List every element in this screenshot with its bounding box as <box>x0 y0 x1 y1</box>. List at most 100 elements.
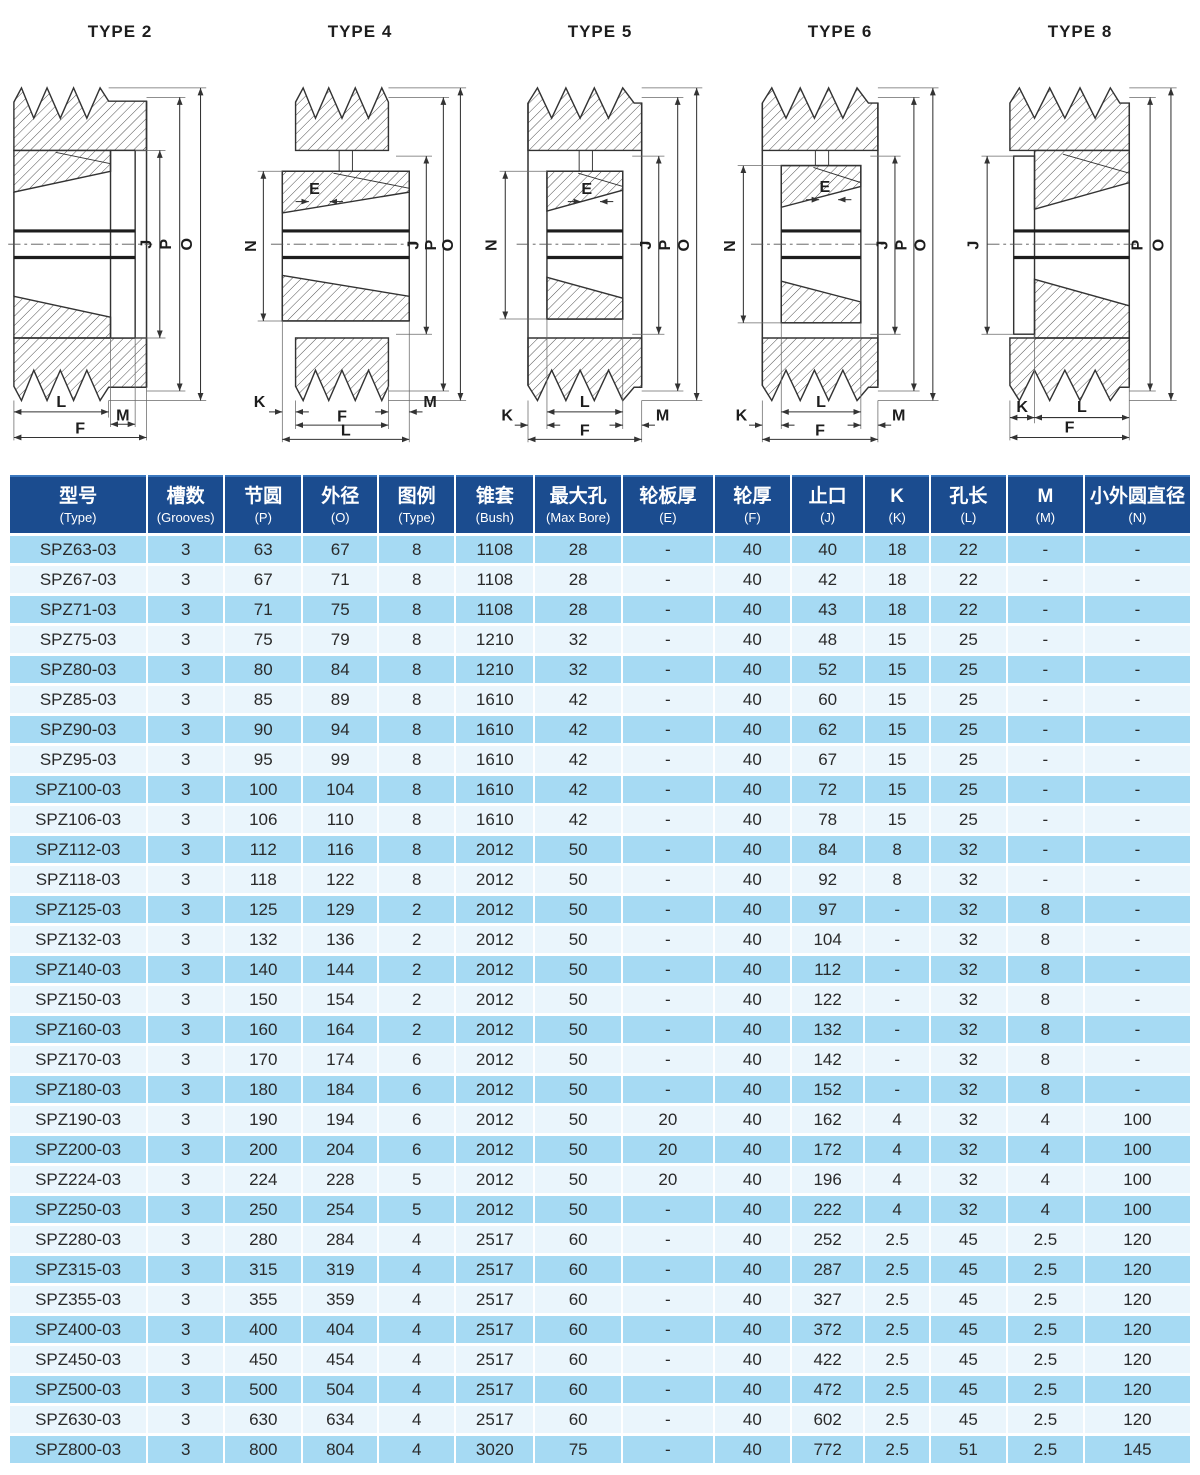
table-cell: 32 <box>930 1076 1006 1103</box>
table-cell: 8 <box>379 836 455 863</box>
table-cell: - <box>622 1046 713 1073</box>
table-cell: 3 <box>148 536 224 563</box>
dim-label-f: F <box>1065 419 1075 437</box>
table-cell: 136 <box>303 926 378 953</box>
table-cell: - <box>865 1046 929 1073</box>
table-cell: SPZ280-03 <box>10 1226 147 1253</box>
diagram-title: TYPE 8 <box>1047 22 1113 41</box>
table-cell: 327 <box>791 1286 864 1313</box>
table-row: SPZ355-03 3 355 359 4 2517 60-40 327 2.5 45 2.5 120 <box>10 1286 1190 1313</box>
table-cell: SPZ800-03 <box>10 1436 147 1463</box>
table-cell: 80 <box>225 656 302 683</box>
table-cell: 110 <box>303 806 378 833</box>
table-cell: 32 <box>930 956 1006 983</box>
table-row: SPZ63-03 3 63 67 8 1108 28-40 40 18 22- - <box>10 536 1190 563</box>
table-cell: 45 <box>930 1226 1006 1253</box>
table-cell: 3 <box>148 716 224 743</box>
table-cell: 40 <box>714 1076 790 1103</box>
table-cell: 8 <box>379 536 455 563</box>
table-cell: - <box>1007 596 1083 623</box>
table-row: SPZ190-03 3 190 194 6 2012 50 20 40 162 4 32 4 100 <box>10 1106 1190 1133</box>
dim-label-m: M <box>656 406 669 424</box>
table-cell: SPZ355-03 <box>10 1286 147 1313</box>
table-cell: 8 <box>865 866 929 893</box>
table-cell: 22 <box>930 536 1006 563</box>
table-cell: SPZ180-03 <box>10 1076 147 1103</box>
column-header: 型号 (Type) <box>10 475 147 533</box>
table-row: SPZ132-03 3 132 136 2 2012 50-40 104-32 8- <box>10 926 1190 953</box>
table-cell: 40 <box>714 536 790 563</box>
table-row: SPZ106-03 3 106 110 8 1610 42-40 78 15 25- - <box>10 806 1190 833</box>
table-cell: 15 <box>865 806 929 833</box>
table-cell: 2012 <box>456 1166 534 1193</box>
table-cell: - <box>622 986 713 1013</box>
table-cell: 2517 <box>456 1256 534 1283</box>
table-cell: 40 <box>714 986 790 1013</box>
table-cell: 50 <box>535 1106 621 1133</box>
table-cell: 15 <box>865 746 929 773</box>
table-cell: 129 <box>303 896 378 923</box>
table-cell: 804 <box>303 1436 378 1463</box>
dim-label-f: F <box>815 422 825 440</box>
table-cell: 97 <box>791 896 864 923</box>
table-cell: 450 <box>225 1346 302 1373</box>
table-cell: 45 <box>930 1256 1006 1283</box>
table-cell: 8 <box>379 626 455 653</box>
table-cell: 40 <box>714 1316 790 1343</box>
table-cell: - <box>622 866 713 893</box>
table-cell: 404 <box>303 1316 378 1343</box>
table-cell: 1108 <box>456 566 534 593</box>
table-cell: - <box>622 776 713 803</box>
table-cell: 40 <box>714 1256 790 1283</box>
table-cell: 95 <box>225 746 302 773</box>
table-cell: - <box>622 896 713 923</box>
table-row: SPZ85-03 3 85 89 8 1610 42-40 60 15 25- - <box>10 686 1190 713</box>
table-cell: - <box>865 1016 929 1043</box>
table-cell: 252 <box>791 1226 864 1253</box>
table-cell: 4 <box>379 1406 455 1433</box>
table-cell: 3 <box>148 596 224 623</box>
type-4-pulley-drawing: E N J P O K M F L <box>242 86 467 443</box>
column-header: 轮厚 (F) <box>714 475 790 533</box>
dim-label-j: J <box>637 241 655 250</box>
table-cell: SPZ71-03 <box>10 596 147 623</box>
table-cell: 2012 <box>456 1076 534 1103</box>
table-cell: 630 <box>225 1406 302 1433</box>
table-cell: 2.5 <box>865 1436 929 1463</box>
table-cell: 2 <box>379 986 455 1013</box>
table-cell: - <box>1084 806 1190 833</box>
table-cell: 40 <box>714 1196 790 1223</box>
table-cell: 67 <box>303 536 378 563</box>
table-cell: 172 <box>791 1136 864 1163</box>
table-cell: 8 <box>1007 926 1083 953</box>
table-cell: 40 <box>714 1016 790 1043</box>
table-cell: 3 <box>148 866 224 893</box>
table-cell: 32 <box>930 836 1006 863</box>
table-cell: 120 <box>1084 1286 1190 1313</box>
table-cell: 2 <box>379 926 455 953</box>
table-cell: 194 <box>303 1106 378 1133</box>
table-cell: SPZ250-03 <box>10 1196 147 1223</box>
table-row: SPZ75-03 3 75 79 8 1210 32-40 48 15 25- - <box>10 626 1190 653</box>
pulley-diagrams-section: TYPE 2 J P O <box>0 0 1200 446</box>
table-cell: 120 <box>1084 1256 1190 1283</box>
table-cell: 154 <box>303 986 378 1013</box>
table-cell: SPZ80-03 <box>10 656 147 683</box>
table-cell: 5 <box>379 1166 455 1193</box>
table-cell: 45 <box>930 1346 1006 1373</box>
table-cell: 2517 <box>456 1346 534 1373</box>
table-cell: 100 <box>1084 1136 1190 1163</box>
table-cell: 1108 <box>456 596 534 623</box>
table-cell: 40 <box>714 716 790 743</box>
table-cell: 2.5 <box>1007 1316 1083 1343</box>
table-cell: 15 <box>865 686 929 713</box>
table-cell: 104 <box>303 776 378 803</box>
table-row: SPZ315-03 3 315 319 4 2517 60-40 287 2.5 45 2.5 120 <box>10 1256 1190 1283</box>
table-cell: 75 <box>225 626 302 653</box>
table-cell: 40 <box>714 1346 790 1373</box>
table-cell: 2012 <box>456 1046 534 1073</box>
table-cell: 40 <box>714 1286 790 1313</box>
dim-label-n: N <box>483 239 501 251</box>
table-cell: 144 <box>303 956 378 983</box>
table-cell: - <box>865 926 929 953</box>
